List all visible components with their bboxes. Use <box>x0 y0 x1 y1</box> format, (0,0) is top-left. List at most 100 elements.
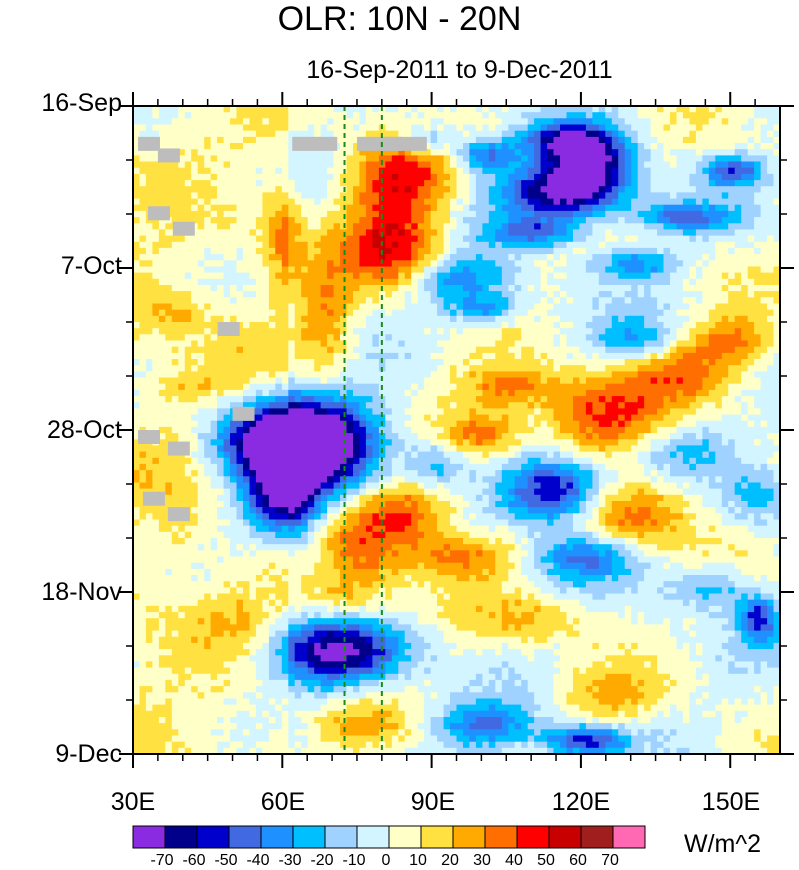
field-cell <box>236 334 244 342</box>
field-cell <box>197 278 205 286</box>
field-cell <box>359 377 367 385</box>
field-cell <box>624 322 632 329</box>
field-cell <box>243 173 251 181</box>
field-cell <box>540 217 548 224</box>
field-cell <box>249 167 257 175</box>
field-cell <box>579 266 587 274</box>
field-cell <box>508 371 516 379</box>
field-cell <box>456 278 464 286</box>
field-cell <box>695 210 703 218</box>
field-cell <box>650 235 658 243</box>
field-cell <box>754 303 762 311</box>
field-cell <box>191 315 199 323</box>
field-cell <box>560 106 568 113</box>
field-cell <box>372 260 380 268</box>
field-cell <box>689 155 697 163</box>
field-cell <box>695 235 703 243</box>
field-cell <box>644 204 652 212</box>
field-cell <box>398 346 406 354</box>
field-cell <box>650 124 658 132</box>
field-cell <box>579 161 587 169</box>
field-cell <box>773 346 781 354</box>
field-cell <box>398 278 406 286</box>
field-cell <box>488 352 496 360</box>
field-cell <box>281 266 289 274</box>
field-cell <box>398 371 406 379</box>
field-cell <box>708 322 716 329</box>
field-cell <box>676 285 684 292</box>
field-cell <box>566 192 574 200</box>
field-cell <box>566 247 574 255</box>
field-cell <box>314 247 322 255</box>
field-cell <box>340 334 348 342</box>
field-cell <box>475 217 483 224</box>
field-cell <box>411 223 419 231</box>
field-cell <box>534 198 542 206</box>
field-cell <box>288 161 296 169</box>
field-cell <box>262 260 270 268</box>
field-cell <box>230 315 238 323</box>
field-cell <box>327 161 335 169</box>
field-cell <box>715 278 723 286</box>
field-cell <box>437 303 445 311</box>
field-cell <box>236 291 244 298</box>
field-cell <box>443 365 451 372</box>
field-cell <box>463 143 471 150</box>
field-cell <box>663 180 671 187</box>
field-cell <box>327 106 335 113</box>
field-cell <box>340 291 348 298</box>
field-cell <box>514 241 522 249</box>
field-cell <box>598 303 606 311</box>
field-cell <box>521 161 529 169</box>
field-cell <box>152 106 160 113</box>
field-cell <box>139 247 147 255</box>
field-cell <box>475 180 483 187</box>
field-cell <box>456 149 464 156</box>
field-cell <box>430 340 438 348</box>
field-cell <box>346 136 354 144</box>
field-cell <box>424 167 432 175</box>
field-cell <box>695 223 703 231</box>
field-cell <box>469 143 477 150</box>
field-cell <box>217 186 225 193</box>
field-cell <box>191 106 199 113</box>
field-cell <box>463 167 471 175</box>
field-cell <box>443 229 451 237</box>
field-cell <box>275 402 283 409</box>
field-cell <box>340 352 348 360</box>
field-cell <box>573 291 581 298</box>
field-cell <box>754 340 762 348</box>
field-cell <box>145 352 153 360</box>
field-cell <box>133 155 141 163</box>
field-cell <box>443 383 451 391</box>
field-cell <box>456 118 464 126</box>
field-cell <box>514 383 522 391</box>
field-cell <box>482 143 490 150</box>
field-cell <box>611 235 619 243</box>
field-cell <box>314 241 322 249</box>
field-cell <box>547 389 555 397</box>
field-cell <box>663 322 671 329</box>
field-cell <box>424 223 432 231</box>
field-cell <box>695 285 703 292</box>
field-cell <box>391 235 399 243</box>
field-cell <box>411 408 419 416</box>
field-cell <box>637 247 645 255</box>
field-cell <box>579 340 587 348</box>
field-cell <box>424 186 432 193</box>
field-cell <box>585 155 593 163</box>
field-cell <box>320 285 328 292</box>
field-cell <box>365 229 373 237</box>
field-cell <box>482 118 490 126</box>
field-cell <box>294 297 302 305</box>
field-cell <box>501 260 509 268</box>
field-cell <box>158 106 166 113</box>
field-cell <box>333 192 341 200</box>
field-cell <box>262 272 270 280</box>
field-cell <box>372 180 380 187</box>
field-cell <box>255 180 263 187</box>
field-cell <box>204 340 212 348</box>
field-cell <box>463 389 471 397</box>
field-cell <box>663 136 671 144</box>
field-cell <box>223 340 231 348</box>
